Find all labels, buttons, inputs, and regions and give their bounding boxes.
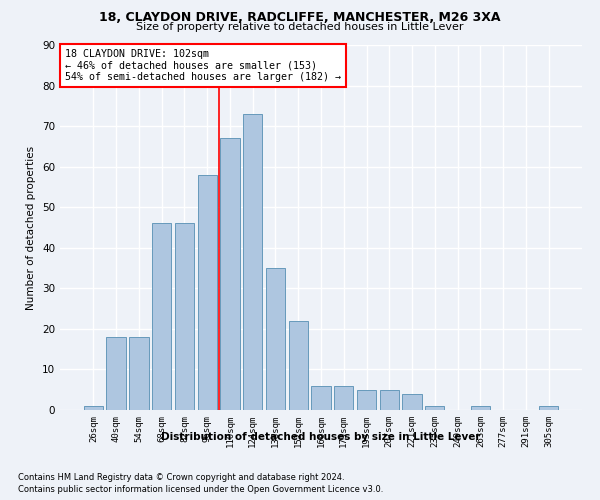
Bar (243, 114, 262, 410)
Bar (197, 175, 217, 410)
Bar (129, 337, 149, 410)
Bar (266, 268, 285, 410)
Bar (470, 406, 490, 410)
Bar (357, 390, 376, 410)
Bar (175, 224, 194, 410)
Bar (152, 224, 172, 410)
Bar (106, 337, 126, 410)
Text: Contains HM Land Registry data © Crown copyright and database right 2024.: Contains HM Land Registry data © Crown c… (18, 472, 344, 482)
Text: Distribution of detached houses by size in Little Lever: Distribution of detached houses by size … (161, 432, 481, 442)
Bar (403, 394, 422, 410)
Bar (220, 138, 239, 410)
Bar (84, 406, 103, 410)
Bar (334, 386, 353, 410)
Bar (380, 390, 399, 410)
Bar (539, 406, 558, 410)
Text: Contains public sector information licensed under the Open Government Licence v3: Contains public sector information licen… (18, 485, 383, 494)
Y-axis label: Number of detached properties: Number of detached properties (26, 146, 37, 310)
Text: Size of property relative to detached houses in Little Lever: Size of property relative to detached ho… (136, 22, 464, 32)
Bar (311, 386, 331, 410)
Text: 18, CLAYDON DRIVE, RADCLIFFE, MANCHESTER, M26 3XA: 18, CLAYDON DRIVE, RADCLIFFE, MANCHESTER… (99, 11, 501, 24)
Bar (289, 321, 308, 410)
Text: 18 CLAYDON DRIVE: 102sqm
← 46% of detached houses are smaller (153)
54% of semi-: 18 CLAYDON DRIVE: 102sqm ← 46% of detach… (65, 48, 341, 82)
Bar (425, 406, 445, 410)
